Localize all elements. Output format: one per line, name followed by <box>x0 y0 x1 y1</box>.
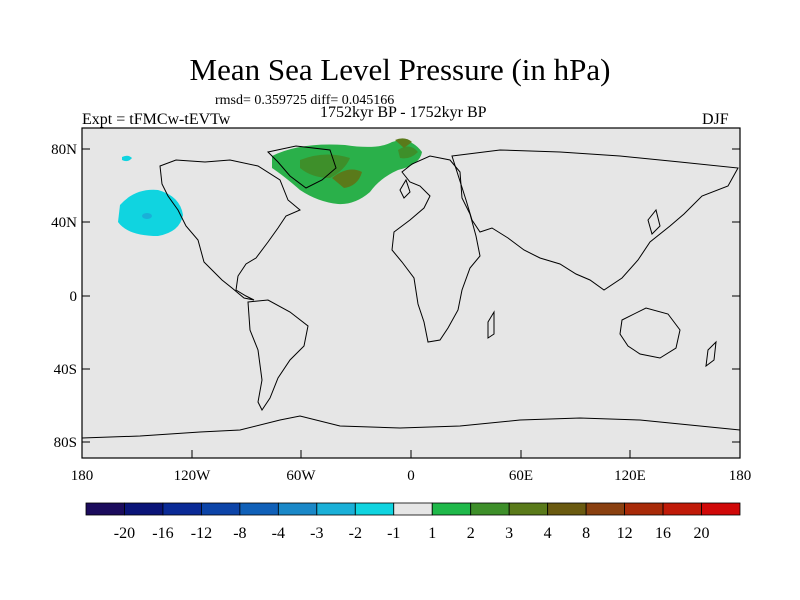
lat-label: 80N <box>51 142 77 158</box>
colorbar <box>85 502 741 516</box>
asia-coast <box>451 149 739 291</box>
japan-coast <box>647 208 661 235</box>
season-label: DJF <box>702 111 729 128</box>
colorbar-box <box>239 502 279 516</box>
colorbar-box <box>547 502 587 516</box>
anomaly-shading <box>118 138 422 236</box>
experiment-label: Expt = tFMCw-tEVTw <box>82 111 231 128</box>
lon-label: 120E <box>614 468 646 484</box>
europe-africa-coast <box>391 155 481 343</box>
lon-label: 180 <box>729 468 752 484</box>
lat-label: 40S <box>54 362 77 378</box>
colorbar-label: 2 <box>467 525 475 542</box>
period-label: 1752kyr BP - 1752kyr BP <box>320 104 487 121</box>
lat-label: 80S <box>54 435 77 451</box>
colorbar-box <box>701 502 741 516</box>
colorbar-box <box>354 502 395 516</box>
south-america-coast <box>247 299 309 411</box>
lat-label: 40N <box>51 215 77 231</box>
pacific-negative-core <box>142 213 152 219</box>
colorbar-box <box>277 502 318 516</box>
madagascar <box>487 310 495 339</box>
new-zealand <box>705 340 717 368</box>
lon-label: 60E <box>509 468 533 484</box>
colorbar-box <box>624 502 664 516</box>
colorbar-box <box>85 502 125 516</box>
lon-label: 120W <box>174 468 212 484</box>
british-isles <box>399 178 411 199</box>
colorbar-box <box>585 502 625 516</box>
map-background <box>82 128 740 458</box>
latitude-labels: 80N 40N 0 40S 80S <box>51 142 77 451</box>
coastlines <box>81 145 741 439</box>
colorbar-label: 16 <box>655 525 671 542</box>
arctic-positive-core <box>398 146 418 159</box>
latitude-axis <box>82 148 740 443</box>
colorbar-box <box>470 502 510 516</box>
colorbar-label: 20 <box>694 525 710 542</box>
antarctica-coast <box>81 415 741 439</box>
colorbar-label: 8 <box>582 525 590 542</box>
atlantic-positive-core <box>300 154 350 178</box>
colorbar-label: 4 <box>544 525 552 542</box>
colorbar-label: 12 <box>617 525 633 542</box>
arctic-negative-anomaly <box>122 155 132 162</box>
colorbar-label: -20 <box>114 525 135 542</box>
pacific-negative-anomaly <box>118 189 183 236</box>
australia-coast <box>619 307 681 359</box>
map-title: Mean Sea Level Pressure (in hPa) <box>189 52 611 87</box>
colorbar-label: -3 <box>310 525 323 542</box>
colorbar-box <box>201 502 241 516</box>
colorbar-label: 3 <box>505 525 513 542</box>
colorbar-box <box>124 502 164 516</box>
lon-label: 180 <box>71 468 94 484</box>
stats-line: rmsd= 0.359725 diff= 0.045166 <box>215 93 395 108</box>
colorbar-box <box>316 502 356 516</box>
colorbar-labels: -20 -16 -12 -8 -4 -3 -2 -1 1 2 3 4 8 12 16 20 <box>114 525 710 542</box>
colorbar-label: 1 <box>428 525 436 542</box>
greenland-coast <box>266 145 337 189</box>
colorbar-box <box>431 502 472 516</box>
lat-label: 0 <box>70 289 78 305</box>
colorbar-label: -12 <box>191 525 212 542</box>
colorbar-label: -8 <box>233 525 246 542</box>
longitude-axis <box>81 450 741 458</box>
colorbar-box <box>662 502 702 516</box>
atlantic-maximum <box>332 169 362 188</box>
colorbar-box <box>162 502 202 516</box>
north-america-coast <box>159 159 301 301</box>
colorbar-box <box>508 502 549 516</box>
colorbar-label: -16 <box>152 525 173 542</box>
colorbar-label: -1 <box>387 525 400 542</box>
nordic-positive-anomaly <box>395 138 412 148</box>
colorbar-label: -4 <box>272 525 285 542</box>
colorbar-box <box>393 502 433 516</box>
lon-label: 0 <box>407 468 415 484</box>
colorbar-label: -2 <box>349 525 362 542</box>
lon-label: 60W <box>286 468 316 484</box>
longitude-labels: 180 120W 60W 0 60E 120E 180 <box>71 468 752 484</box>
